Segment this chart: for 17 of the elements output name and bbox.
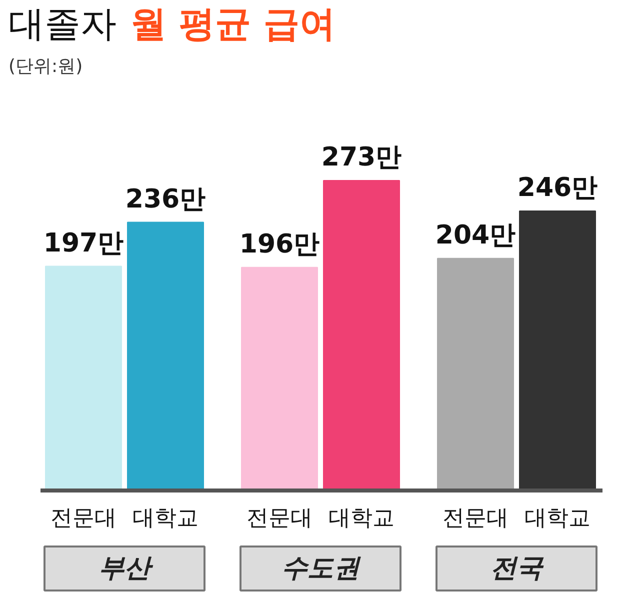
data-label: 196만: [239, 229, 320, 260]
x-tick-label: 대학교: [328, 506, 394, 531]
text: 수도권: [282, 554, 362, 584]
x-tick-label: 전문대: [246, 506, 312, 531]
data-label: 246만: [517, 173, 598, 204]
data-label: 197만: [43, 228, 124, 258]
chart-title: 대졸자 월 평균 급여: [8, 4, 336, 45]
data-label: 273만: [321, 142, 402, 173]
x-tick-label: 전문대: [50, 506, 116, 531]
x-tick-label: 대학교: [132, 506, 198, 531]
text: 전국: [490, 554, 544, 584]
data-label: 236만: [125, 184, 206, 214]
data-label: 204만: [435, 220, 516, 250]
chart-subtitle: (단위:원): [8, 56, 83, 77]
x-tick-label: 대학교: [524, 506, 590, 531]
text: 부산: [98, 554, 154, 584]
x-tick-label: 전문대: [442, 506, 508, 531]
